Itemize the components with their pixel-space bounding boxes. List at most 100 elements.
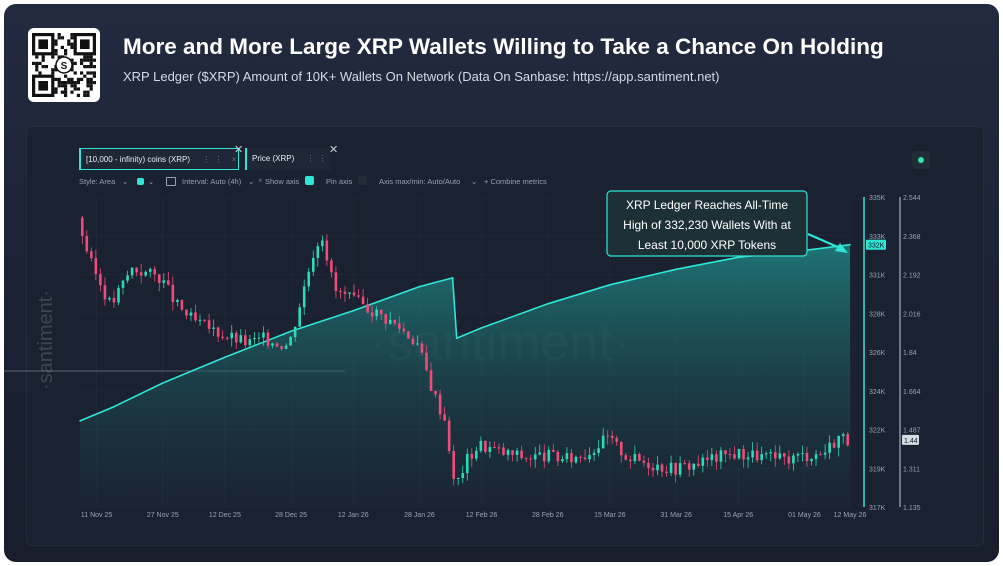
qr-module <box>64 87 68 91</box>
price-candle <box>103 285 107 300</box>
qr-module <box>67 77 71 81</box>
price-candle <box>112 297 116 303</box>
price-candle <box>244 335 247 346</box>
show-axis-checkbox[interactable] <box>305 176 314 185</box>
remove-metric-icon[interactable]: × <box>258 176 263 185</box>
price-candle <box>216 327 220 337</box>
interval-selector[interactable]: Interval: Auto (4h) <box>182 177 242 186</box>
wallet-data-point <box>480 327 483 329</box>
price-candle <box>656 464 659 471</box>
qr-module <box>86 93 90 97</box>
price-candle <box>701 457 705 466</box>
price-candle <box>121 280 125 288</box>
x-axis-tick-label: 15 Apr 26 <box>723 512 753 519</box>
price-candle <box>755 450 759 461</box>
price-candle <box>520 450 523 459</box>
combine-metrics-button[interactable]: + Combine metrics <box>484 177 547 186</box>
price-candle <box>742 448 745 460</box>
price-candle <box>407 331 410 339</box>
price-candle <box>108 297 111 300</box>
pin-axis-checkbox[interactable] <box>358 176 367 185</box>
price-candle <box>683 463 686 465</box>
price-candle <box>760 454 763 461</box>
price-candle <box>592 452 596 456</box>
price-candle <box>189 312 193 316</box>
axis-minmax-selector[interactable]: Axis max/min: Auto/Auto <box>379 177 461 186</box>
price-candle <box>280 346 283 349</box>
price-candle <box>497 447 501 449</box>
qr-module <box>57 81 61 85</box>
annotation-box <box>606 190 808 257</box>
price-axis-tick-label: 2.544 <box>903 195 921 202</box>
wallet-data-point <box>737 256 740 259</box>
price-candle <box>85 235 89 252</box>
price-candle <box>139 272 143 276</box>
price-candle <box>692 463 696 470</box>
qr-module <box>54 68 58 72</box>
qr-module <box>83 55 87 59</box>
qr-module <box>86 77 90 81</box>
wallet-current-badge <box>866 239 886 250</box>
chevron-down-icon[interactable]: ⌄ <box>148 177 155 186</box>
chevron-down-icon[interactable]: ⌄ <box>471 177 478 186</box>
metric-chip-price[interactable]: Price (XRP) ⋮ ⋮ × <box>245 148 331 185</box>
qr-module <box>51 55 55 59</box>
metric-chip-wallets[interactable]: [10,000 - infinity) coins (XRP) ⋮ ⋮ × <box>79 148 239 170</box>
qr-module <box>44 65 48 69</box>
price-candle <box>484 440 487 452</box>
wallet-axis-tick-label: 324K <box>869 389 886 396</box>
qr-module <box>83 58 87 62</box>
price-candle <box>841 434 845 436</box>
drag-handle-icon[interactable]: ⋮ ⋮ <box>306 154 328 163</box>
price-candle <box>647 462 650 468</box>
price-candle <box>370 312 374 317</box>
qr-module <box>64 90 68 94</box>
price-candle <box>311 257 315 272</box>
price-candle <box>452 451 455 479</box>
price-candle <box>751 450 754 458</box>
price-candle <box>715 454 718 462</box>
qr-module <box>70 45 74 49</box>
price-axis-tick-label: 1.664 <box>903 389 921 396</box>
price-candle <box>153 268 157 275</box>
qr-module <box>89 58 93 62</box>
price-candle <box>357 295 360 297</box>
qr-module <box>70 68 74 72</box>
wallet-data-point <box>609 284 611 286</box>
price-candle <box>805 452 809 462</box>
close-icon[interactable]: ✕ <box>234 144 244 156</box>
price-axis-tick-label: 1.84 <box>903 350 917 357</box>
qr-module <box>73 84 77 88</box>
chevron-down-icon[interactable]: ⌄ <box>122 177 129 186</box>
color-swatch[interactable] <box>137 178 144 185</box>
style-selector[interactable]: Style: Area <box>79 177 116 186</box>
wallet-data-point <box>352 309 355 312</box>
qr-module <box>54 49 58 53</box>
chevron-down-icon[interactable]: ⌄ <box>248 177 255 186</box>
qr-module <box>89 84 93 88</box>
qr-code-graphic: S <box>32 33 96 97</box>
close-icon[interactable]: ✕ <box>329 144 339 156</box>
price-candle <box>619 441 623 456</box>
qr-module <box>83 74 87 78</box>
qr-module <box>89 87 93 91</box>
price-candle <box>719 450 723 462</box>
wallet-axis-tick-label: 317K <box>869 505 886 512</box>
wallet-data-point <box>455 337 458 340</box>
qr-module <box>76 81 80 85</box>
price-candle <box>488 447 492 452</box>
drag-handle-icon[interactable]: ⋮ ⋮ <box>202 155 224 164</box>
price-candle <box>832 442 836 448</box>
wallet-data-point <box>79 420 81 422</box>
qr-module <box>64 93 68 97</box>
price-candle <box>207 320 211 329</box>
qr-module <box>70 81 74 85</box>
qr-module <box>76 87 80 91</box>
qr-module <box>89 71 93 75</box>
settings-toggle[interactable] <box>912 151 930 169</box>
remove-metric-icon[interactable]: × <box>231 155 237 164</box>
santiment-logo-icon <box>55 56 73 74</box>
qr-module <box>73 87 77 91</box>
price-candle <box>330 260 333 273</box>
